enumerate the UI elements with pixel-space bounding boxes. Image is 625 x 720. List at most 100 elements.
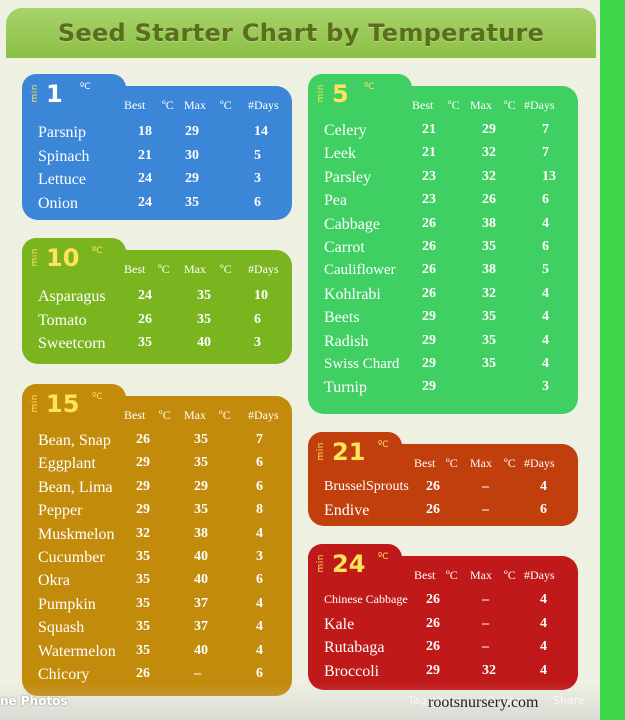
max-temp: 35 [194, 432, 208, 447]
germination-days: 5 [254, 147, 261, 163]
germination-days: 6 [540, 502, 547, 517]
table-row: Swiss Chard 29 35 4 [308, 356, 578, 380]
crop-name: Celery [324, 122, 367, 139]
page-title: Seed Starter Chart by Temperature [57, 19, 545, 47]
max-temp: – [482, 502, 489, 517]
best-temp: 24 [138, 288, 152, 303]
table-row: Broccoli 29 32 4 [308, 663, 578, 687]
crop-name: Rutabaga [324, 639, 385, 656]
best-temp: 26 [426, 639, 440, 654]
side-strip [600, 0, 625, 720]
germination-days: 6 [256, 478, 263, 494]
temperature-unit: ºC [92, 392, 103, 402]
panel-tab [22, 74, 126, 110]
germination-days: 6 [256, 666, 263, 681]
col-max-unit: ºC [504, 98, 516, 112]
crop-name: Bean, Snap [38, 432, 111, 449]
max-temp: 29 [185, 124, 199, 139]
temperature-value: 1 [46, 80, 63, 108]
best-temp: 29 [426, 662, 440, 678]
best-temp: 35 [136, 572, 150, 588]
best-temp: 32 [136, 525, 150, 541]
tag-photo-button[interactable]: Tag photo [408, 694, 462, 707]
germination-days: 6 [542, 192, 549, 208]
max-temp: 35 [194, 455, 208, 471]
germination-days: 3 [542, 379, 549, 395]
best-temp: 26 [426, 615, 440, 631]
col-max-header: Max [184, 408, 206, 422]
temperature-value: 5 [332, 80, 349, 108]
crop-name: Cauliflower [324, 262, 396, 279]
table-row: Bean, Snap 26 35 7 [22, 432, 292, 456]
col-max-unit: ºC [504, 568, 516, 582]
germination-days: 4 [256, 595, 263, 611]
table-row: Parsnip 18 29 14 [22, 124, 292, 148]
crop-name: Turnip [324, 379, 367, 397]
max-temp: 32 [482, 662, 496, 678]
crop-name: Kohlrabi [324, 285, 381, 303]
table-row: Eggplant 29 35 6 [22, 455, 292, 479]
col-max-header: Max [470, 456, 492, 470]
germination-days: 4 [542, 215, 549, 231]
chart-poster: Seed Starter Chart by Temperature min 1 ºC… [6, 8, 596, 696]
max-temp: 32 [482, 145, 496, 161]
min-label: min [316, 442, 326, 461]
max-temp: 40 [194, 549, 208, 564]
max-temp: 40 [197, 335, 211, 350]
max-temp: 38 [482, 262, 496, 278]
max-temp: – [194, 666, 201, 681]
best-temp: 29 [136, 455, 150, 471]
max-temp: – [482, 639, 489, 654]
germination-days: 4 [540, 639, 547, 654]
col-days-header: #Days [248, 262, 279, 276]
photos-link[interactable]: ne Photos [0, 694, 68, 708]
temperature-value: 10 [46, 244, 80, 272]
title-banner: Seed Starter Chart by Temperature [6, 8, 596, 58]
temperature-unit: ºC [364, 82, 375, 92]
temperature-unit: ºC [92, 246, 103, 256]
crop-name: Okra [38, 572, 70, 590]
table-row: Celery 21 29 7 [308, 122, 578, 146]
table-row: Lettuce 24 29 3 [22, 171, 292, 195]
best-temp: 35 [136, 549, 150, 564]
best-temp: 21 [138, 147, 152, 163]
table-row: Sweetcorn 35 40 3 [22, 335, 292, 359]
panel-tab [22, 384, 126, 420]
max-temp: 30 [185, 147, 199, 163]
options-button[interactable]: Options [486, 694, 529, 707]
panel-tab [308, 74, 412, 110]
max-temp: 32 [482, 285, 496, 301]
min-label: min [30, 248, 40, 267]
table-row: Bean, Lima 29 29 6 [22, 479, 292, 503]
max-temp: 38 [482, 215, 496, 231]
col-days-header: #Days [524, 456, 555, 470]
col-days-header: #Days [248, 408, 279, 422]
table-row: Onion 24 35 6 [22, 195, 292, 219]
col-max-header: Max [470, 568, 492, 582]
table-row: Leek 21 32 7 [308, 145, 578, 169]
share-button[interactable]: Share [553, 694, 585, 707]
min-label: min [30, 394, 40, 413]
table-row: Chinese Cabbage 26 – 4 [308, 592, 578, 616]
col-max-unit: ºC [219, 408, 231, 422]
panel-tab [308, 544, 402, 580]
crop-name: Chicory [38, 666, 90, 683]
crop-name: Endive [324, 502, 370, 519]
best-temp: 26 [422, 239, 436, 254]
max-temp: 35 [482, 309, 496, 325]
germination-days: 4 [256, 642, 263, 658]
best-temp: 26 [422, 285, 436, 301]
table-row: Watermelon 35 40 4 [22, 643, 292, 667]
table-row: Squash 35 37 4 [22, 619, 292, 643]
germination-days: 6 [254, 194, 261, 210]
germination-days: 14 [254, 124, 268, 139]
germination-days: 4 [542, 309, 549, 325]
photo-viewer-footer [0, 683, 600, 720]
panel-tab [308, 432, 402, 468]
crop-name: Onion [38, 194, 78, 212]
germination-days: 3 [254, 171, 261, 186]
best-temp: 18 [138, 124, 152, 139]
max-temp: 35 [197, 288, 211, 303]
best-temp: 21 [422, 145, 436, 161]
max-temp: 35 [482, 239, 496, 254]
